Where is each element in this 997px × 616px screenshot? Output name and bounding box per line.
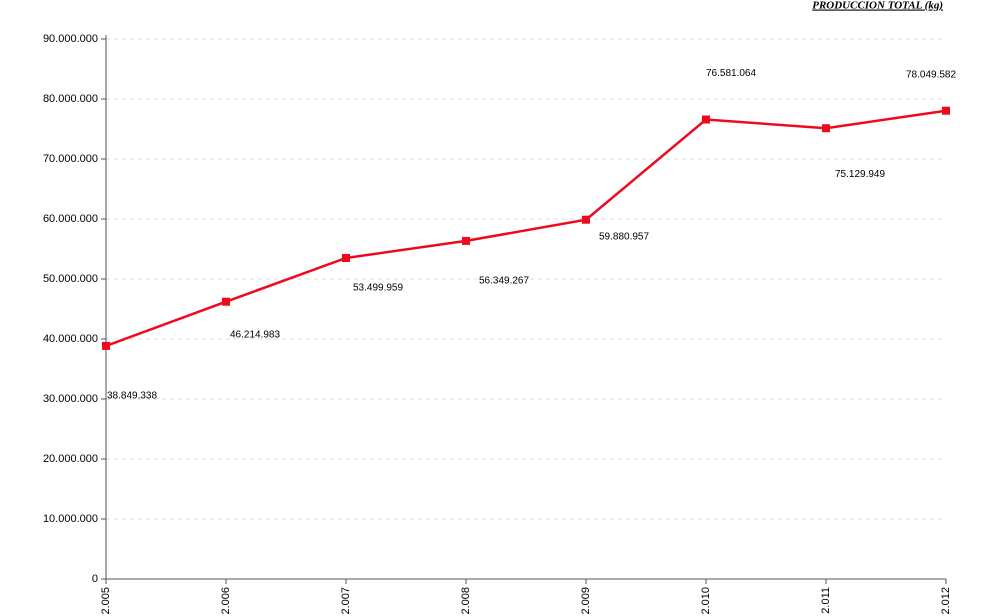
x-tick-label: 2.008 [460, 587, 472, 615]
x-tick-label: 2.009 [580, 587, 592, 615]
data-label: 38.849.338 [107, 391, 157, 402]
y-tick-label: 0 [92, 573, 98, 585]
x-tick-label: 2.012 [940, 587, 952, 615]
x-tick-label: 2.005 [100, 587, 112, 615]
y-tick-label: 80.000.000 [43, 93, 98, 105]
x-tick-label: 2.010 [700, 587, 712, 615]
data-point [582, 215, 590, 224]
x-tick-label: 2.011 [820, 587, 832, 614]
y-tick-label: 10.000.000 [43, 513, 98, 525]
y-tick-label: 60.000.000 [43, 213, 98, 225]
data-point [342, 254, 350, 263]
y-tick-label: 90.000.000 [43, 33, 98, 45]
y-tick-label: 20.000.000 [43, 453, 98, 465]
chart-title: PRODUCCION TOTAL (kg) [812, 0, 943, 12]
data-point [822, 124, 830, 133]
y-tick-label: 70.000.000 [43, 153, 98, 165]
data-label: 53.499.959 [353, 283, 403, 294]
data-label: 75.129.949 [835, 169, 885, 180]
data-label: 56.349.267 [479, 276, 529, 287]
data-label: 46.214.983 [230, 329, 280, 340]
y-tick-label: 50.000.000 [43, 273, 98, 285]
data-point [462, 236, 470, 245]
data-label: 78.049.582 [906, 69, 956, 80]
data-label: 59.880.957 [599, 231, 649, 242]
data-point [942, 106, 950, 115]
data-point [102, 341, 110, 350]
data-point [222, 297, 230, 306]
x-tick-label: 2.006 [220, 587, 232, 615]
y-tick-label: 40.000.000 [43, 333, 98, 345]
data-point [702, 115, 710, 124]
y-tick-label: 30.000.000 [43, 393, 98, 405]
data-line [105, 109, 947, 348]
x-tick-label: 2.007 [340, 587, 352, 615]
data-label: 76.581.064 [706, 68, 756, 79]
